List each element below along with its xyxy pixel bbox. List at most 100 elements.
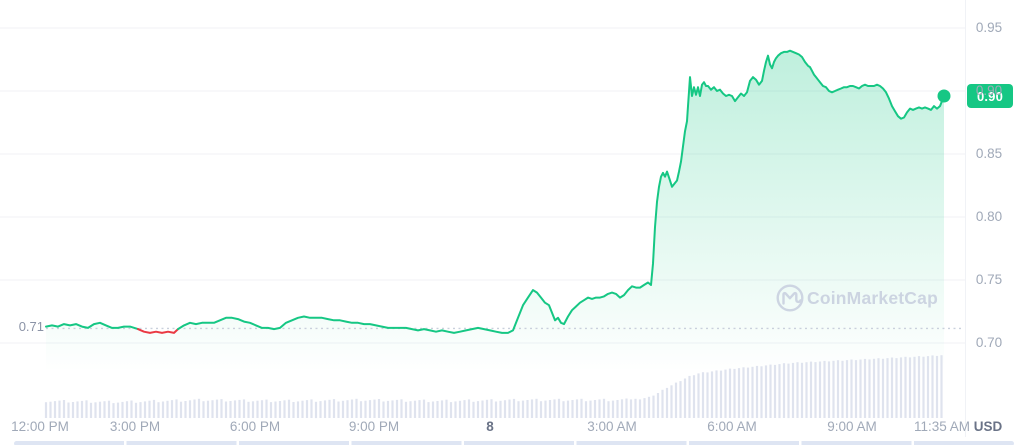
volume-bar	[503, 400, 507, 418]
volume-bar	[148, 400, 151, 418]
volume-bar	[404, 401, 408, 418]
volume-bar	[341, 400, 345, 418]
volume-bar	[886, 358, 889, 418]
volume-bar	[755, 365, 759, 418]
volume-bar	[850, 359, 853, 418]
volume-bar	[152, 399, 156, 418]
volume-bar	[413, 400, 417, 418]
volume-bar	[917, 356, 921, 418]
volume-bar	[157, 402, 160, 418]
volume-bars	[44, 355, 943, 419]
volume-bar	[85, 400, 88, 418]
volume-bar	[670, 385, 673, 419]
x-axis-tick-label: 8	[486, 419, 494, 434]
volume-bar	[296, 401, 300, 418]
price-line-up	[177, 49, 945, 334]
volume-bar	[287, 399, 291, 418]
volume-bar	[242, 399, 246, 418]
volume-bar	[908, 357, 912, 418]
volume-bar	[553, 399, 556, 418]
volume-bar	[166, 400, 169, 418]
volume-bar	[499, 400, 502, 418]
x-axis-tick-label: 9:00 AM	[827, 419, 877, 434]
price-line-down	[137, 328, 179, 334]
volume-bar	[733, 368, 736, 418]
volume-bar	[575, 399, 579, 418]
volume-bar	[580, 398, 583, 418]
volume-bar	[445, 399, 448, 418]
y-axis-tick-label: 0.85	[975, 146, 1003, 161]
volume-bar	[238, 399, 241, 418]
volume-bar	[508, 399, 511, 418]
volume-bar	[454, 401, 457, 418]
volume-bar	[422, 399, 426, 418]
volume-bar	[224, 401, 228, 418]
volume-bar	[602, 398, 606, 418]
volume-bar	[121, 401, 124, 418]
volume-bar	[688, 375, 691, 418]
volume-bar	[562, 401, 565, 418]
volume-bar	[256, 400, 259, 418]
volume-bar	[391, 400, 394, 418]
volume-bar	[737, 368, 741, 418]
volume-bar	[778, 364, 781, 419]
volume-bar	[202, 401, 205, 418]
volume-bar	[764, 365, 768, 418]
volume-bar	[913, 356, 916, 418]
volume-bar	[58, 400, 61, 418]
volume-bar	[143, 401, 147, 418]
volume-bar	[787, 363, 790, 419]
x-axis-tick-label: 6:00 PM	[229, 419, 281, 434]
volume-bar	[346, 400, 349, 418]
volume-bar	[332, 399, 336, 418]
price-line-up	[45, 321, 139, 331]
volume-bar	[800, 362, 804, 418]
volume-bar	[854, 360, 858, 418]
volume-bar	[845, 360, 849, 418]
volume-bar	[355, 398, 358, 418]
volume-bar	[359, 401, 363, 418]
volume-bar	[566, 400, 570, 418]
volume-bar	[427, 402, 430, 418]
volume-bar	[211, 400, 214, 418]
volume-bar	[859, 359, 862, 418]
range-brush-strip[interactable]	[14, 441, 1014, 445]
volume-bar	[134, 402, 138, 418]
volume-bar	[98, 401, 102, 418]
volume-bar	[814, 362, 817, 418]
volume-bar	[161, 401, 165, 418]
volume-bar	[535, 398, 538, 418]
x-axis-tick-label: 12:00 PM	[11, 419, 69, 434]
y-axis-tick-label: 0.90	[975, 83, 1003, 98]
volume-bar	[643, 398, 646, 418]
volume-bar	[490, 399, 493, 418]
volume-bar	[539, 401, 543, 418]
volume-bar	[526, 400, 529, 418]
coinmarketcap-logo-icon	[776, 284, 804, 312]
volume-bar	[319, 401, 322, 418]
volume-bar	[665, 387, 669, 418]
volume-bar	[593, 400, 597, 418]
volume-bar	[674, 382, 678, 418]
volume-bar	[431, 401, 435, 418]
volume-bar	[728, 368, 732, 418]
volume-bar	[188, 400, 192, 419]
volume-bar	[706, 372, 709, 418]
volume-bar	[611, 400, 615, 418]
volume-bar	[89, 402, 93, 418]
volume-bar	[656, 393, 660, 418]
volume-bar	[206, 400, 210, 418]
volume-bar	[247, 401, 250, 418]
volume-bar	[751, 366, 754, 419]
volume-bar	[926, 356, 930, 418]
volume-bar	[449, 402, 453, 418]
volume-bar	[80, 400, 84, 418]
volume-bar	[251, 401, 255, 418]
volume-bar	[872, 358, 876, 418]
volume-bar	[197, 398, 201, 418]
volume-bar	[629, 399, 633, 418]
volume-bar	[193, 399, 196, 418]
volume-bar	[436, 401, 439, 418]
